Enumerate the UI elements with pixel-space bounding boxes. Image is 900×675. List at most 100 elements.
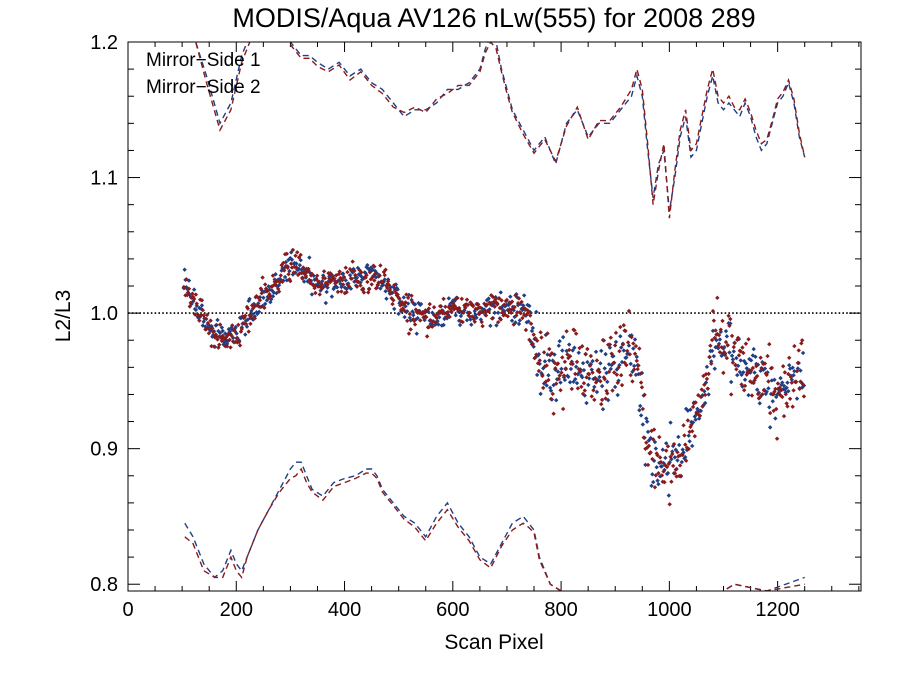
mirror-side-1-upper-bound-line (194, 42, 806, 212)
axis-ticks (127, 41, 861, 591)
mirror-side-2-point (759, 365, 764, 371)
mirror-side-2-point (600, 337, 606, 343)
mirror-side-1-point (774, 394, 779, 400)
mirror-side-2-upper-bound-line (194, 42, 806, 219)
mirror-side-1-point (329, 294, 335, 299)
mirror-side-2-point (492, 304, 497, 309)
mirror-side-2-point (467, 310, 472, 315)
mirror-side-2-point (733, 362, 738, 368)
mirror-side-2-point (489, 316, 495, 321)
mirror-side-2-point (760, 392, 765, 397)
mirror-side-2-point (672, 471, 678, 476)
mirror-side-2-point (194, 301, 199, 306)
mirror-side-1-point (441, 322, 446, 328)
mirror-side-2-point (624, 362, 629, 368)
mirror-side-2-point (741, 350, 746, 356)
mirror-side-2-point (282, 268, 287, 273)
mirror-side-2-point (224, 344, 230, 349)
mirror-side-1-point (586, 382, 591, 388)
mirror-side-1-point (650, 472, 655, 477)
mirror-side-1-point (624, 355, 629, 360)
mirror-side-2-point (504, 297, 510, 303)
mirror-side-1-point (545, 352, 550, 357)
mirror-side-2-point (185, 290, 191, 295)
mirror-side-2-point (404, 292, 409, 297)
mirror-side-2-point (226, 331, 232, 336)
mirror-side-1-point (702, 400, 708, 406)
mirror-side-2-point (387, 287, 393, 293)
mirror-side-2-point (552, 360, 557, 365)
mirror-side-2-point (676, 454, 681, 459)
mirror-side-1-point (670, 449, 675, 454)
mirror-side-1-point (640, 422, 646, 427)
mirror-side-1-point (603, 351, 608, 357)
mirror-side-1-point (383, 288, 388, 294)
mirror-side-2-point (599, 401, 604, 407)
mirror-side-2-point (340, 282, 346, 287)
mirror-side-1-point (660, 447, 665, 452)
mirror-side-2-point (390, 301, 395, 307)
mirror-side-2-point (740, 345, 745, 350)
mirror-side-2-point (234, 335, 239, 341)
mirror-side-2-point (444, 314, 450, 320)
mirror-side-2-point (531, 332, 536, 337)
mirror-side-2-point (546, 377, 551, 383)
mirror-side-1-point (751, 346, 756, 352)
mirror-side-2-point (229, 333, 234, 338)
mirror-side-2-point (479, 319, 484, 325)
mirror-side-2-point (800, 382, 806, 387)
mirror-side-2-point (798, 379, 803, 384)
mirror-side-1-point (608, 366, 613, 372)
mirror-side-2-point (664, 464, 670, 470)
mirror-side-2-point (670, 451, 675, 457)
mirror-side-2-point (713, 328, 718, 333)
mirror-side-2-point (353, 272, 358, 278)
mirror-side-1-point (604, 370, 609, 376)
mirror-side-2-point (249, 303, 255, 308)
mirror-side-2-point (339, 289, 344, 294)
mirror-side-2-point (241, 321, 246, 326)
mirror-side-1-point (217, 330, 223, 336)
mirror-side-2-point (370, 274, 375, 280)
mirror-side-1-point (645, 429, 651, 435)
mirror-side-1-point (580, 375, 585, 380)
mirror-side-1-point (527, 303, 532, 309)
mirror-side-1-point (632, 337, 638, 342)
mirror-side-2-point (256, 304, 262, 309)
mirror-side-2-point (749, 393, 755, 398)
mirror-side-2-point (364, 273, 369, 278)
mirror-side-2-point (800, 338, 805, 343)
mirror-side-1-point (534, 372, 540, 378)
mirror-side-2-point (376, 280, 381, 285)
mirror-side-2-point (535, 361, 541, 366)
mirror-side-2-point (612, 370, 617, 375)
mirror-side-1-point (365, 262, 370, 268)
mirror-side-1-point (521, 303, 526, 308)
mirror-side-1-point (706, 392, 711, 397)
mirror-side-1-point (378, 286, 383, 291)
mirror-side-2-point (359, 270, 364, 275)
mirror-side-2-point (340, 278, 345, 283)
mirror-side-2-point (683, 458, 689, 463)
mirror-side-2-point (643, 446, 648, 451)
mirror-side-2-point (193, 292, 199, 297)
mirror-side-2-point (539, 335, 544, 340)
mirror-side-2-point (709, 361, 714, 366)
mirror-side-2-point (573, 331, 579, 336)
mirror-side-1-point (748, 370, 753, 375)
mirror-side-1-point (538, 391, 543, 397)
mirror-side-1-point (782, 387, 788, 392)
mirror-side-2-point (547, 346, 552, 352)
mirror-side-2-point (548, 396, 554, 402)
mirror-side-2-point (720, 318, 725, 324)
mirror-side-2-point (786, 371, 791, 377)
mirror-side-2-point (542, 364, 548, 369)
mirror-side-1-point (543, 332, 549, 338)
mirror-side-1-point (573, 364, 579, 369)
mirror-side-2-point (618, 373, 624, 378)
mirror-side-2-point (557, 373, 562, 378)
mirror-side-2-point (736, 353, 742, 358)
y-tick-label: 0.8 (90, 574, 118, 596)
mirror-side-2-point (356, 279, 361, 285)
mirror-side-2-point (709, 337, 715, 343)
